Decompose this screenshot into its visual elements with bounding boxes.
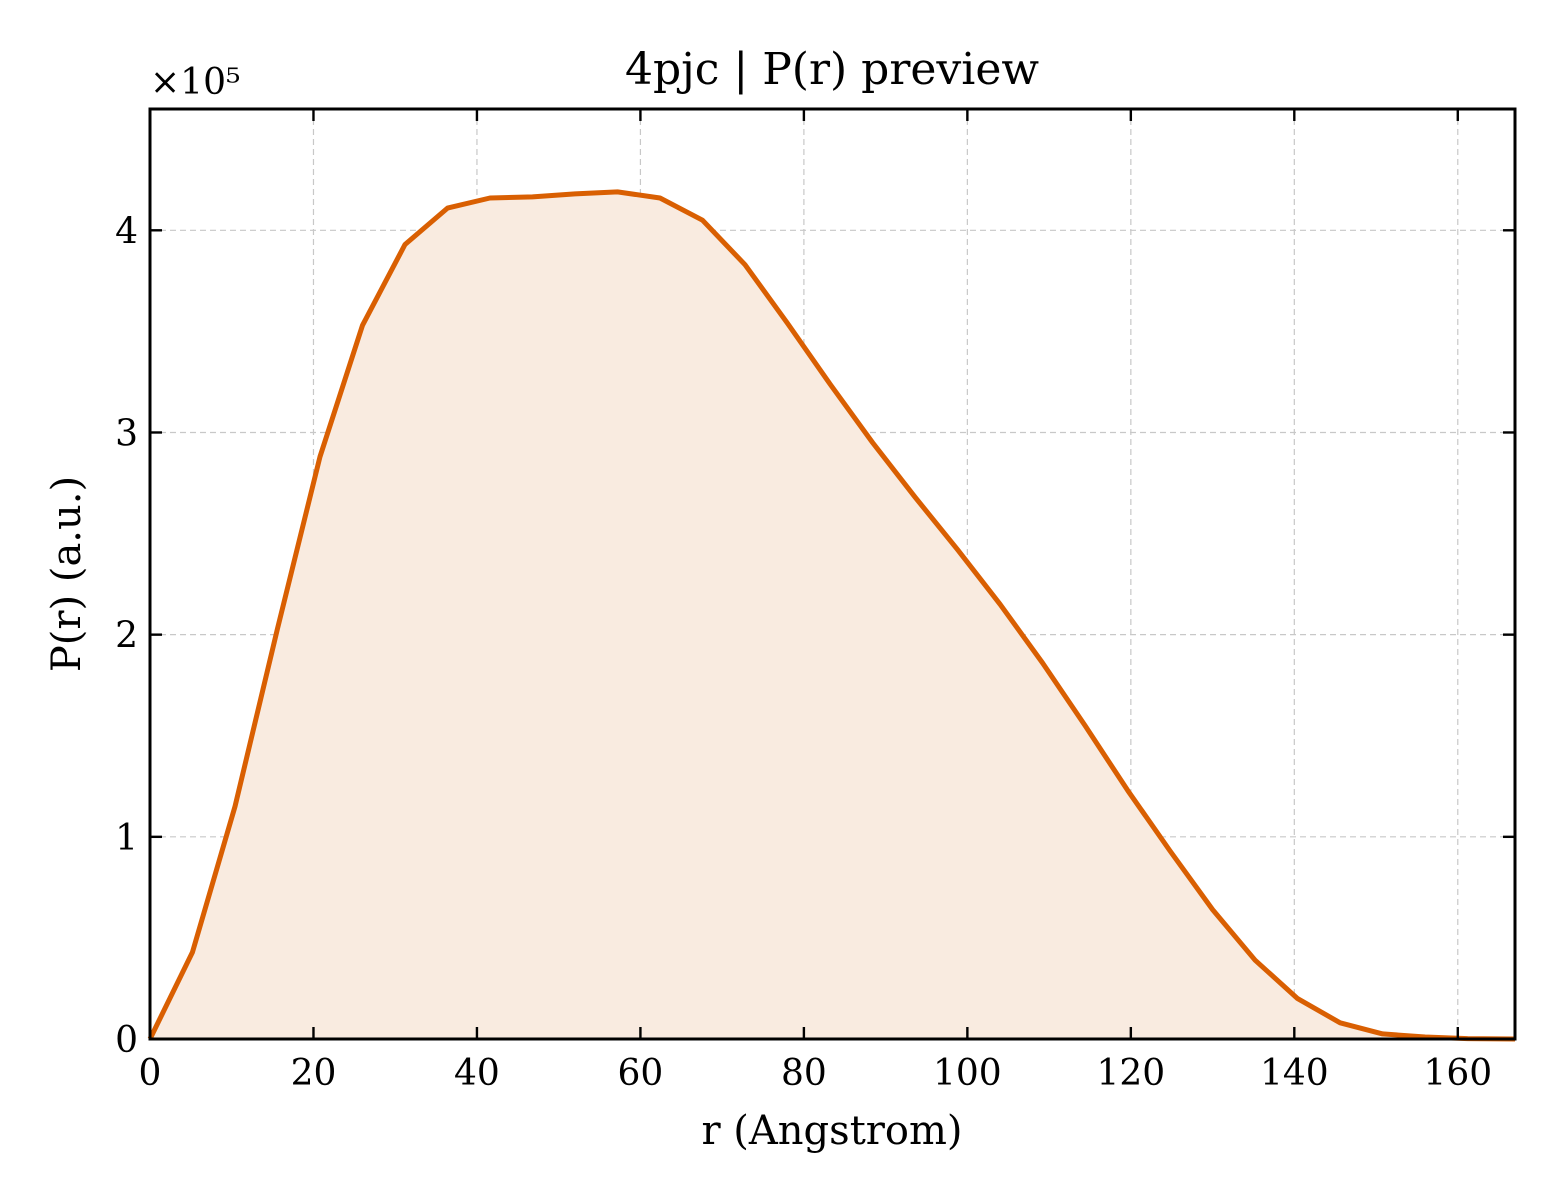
x-axis-label: r (Angstrom) (701, 1108, 962, 1154)
series-line (147, 189, 1516, 1042)
x-tick-label: 160 (1423, 1053, 1492, 1094)
x-axis-ticks: 0 20 40 60 80 100 120 140 160 (139, 109, 1492, 1094)
y-offset-label: ×10⁵ (150, 62, 240, 103)
x-tick-label: 100 (933, 1053, 1002, 1094)
x-tick-label: 20 (291, 1053, 337, 1094)
x-tick-label: 60 (618, 1053, 664, 1094)
x-tick-label: 120 (1096, 1053, 1165, 1094)
y-tick-label: 0 (115, 1020, 138, 1061)
x-tick-label: 40 (454, 1053, 500, 1094)
y-axis-ticks: 0 1 2 3 4 (115, 211, 1515, 1061)
x-tick-label: 0 (139, 1053, 162, 1094)
series-area-fill (150, 191, 1515, 1039)
y-tick-label: 1 (115, 818, 138, 859)
y-tick-label: 4 (115, 211, 138, 252)
plot-frame (148, 107, 1517, 1041)
x-tick-label: 140 (1260, 1053, 1329, 1094)
x-tick-label: 80 (781, 1053, 827, 1094)
y-tick-label: 2 (115, 616, 138, 657)
chart-title: 4pjc | P(r) preview (625, 44, 1039, 95)
y-tick-label: 3 (115, 413, 138, 454)
y-axis-label: P(r) (a.u.) (44, 476, 90, 672)
